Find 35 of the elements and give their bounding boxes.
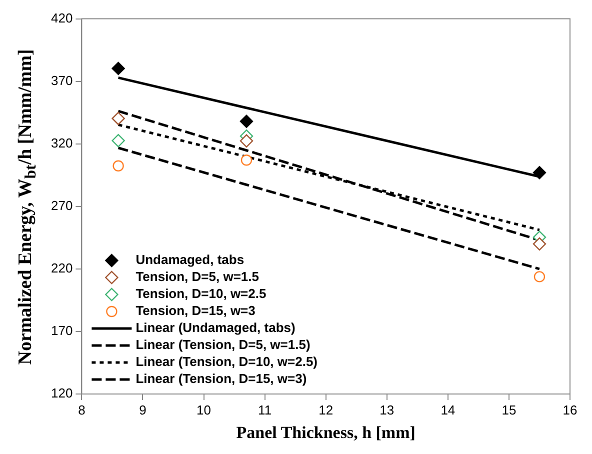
x-tick-label: 8 bbox=[78, 402, 86, 418]
point bbox=[240, 114, 254, 128]
x-tick-label: 14 bbox=[440, 402, 456, 418]
legend-label: Linear (Undamaged, tabs) bbox=[136, 320, 296, 336]
x-tick-label: 13 bbox=[380, 402, 394, 418]
x-tick-label: 9 bbox=[139, 402, 146, 418]
x-tick-label: 10 bbox=[196, 402, 211, 418]
y-tick-label: 420 bbox=[50, 10, 73, 26]
x-axis-title: Panel Thickness, h [mm] bbox=[236, 423, 416, 442]
point bbox=[240, 154, 252, 166]
point bbox=[532, 166, 546, 180]
x-tick-label: 12 bbox=[318, 402, 334, 418]
legend-label: Undamaged, tabs bbox=[136, 252, 244, 268]
y-tick-label: 320 bbox=[50, 135, 73, 150]
legend-label: Linear (Tension, D=5, w=1.5) bbox=[136, 337, 310, 352]
point bbox=[534, 271, 546, 282]
x-tick-label: 11 bbox=[258, 402, 272, 418]
y-tick-label: 120 bbox=[50, 386, 73, 401]
y-tick-label: 370 bbox=[50, 72, 73, 88]
y-tick-label: 170 bbox=[50, 323, 73, 338]
point bbox=[240, 134, 254, 148]
legend-label: Linear (Tension, D=15, w=3) bbox=[136, 371, 307, 386]
point bbox=[112, 134, 125, 148]
legend-label: Tension, D=10, w=2.5 bbox=[136, 286, 266, 302]
y-tick-label: 220 bbox=[50, 260, 73, 276]
point bbox=[112, 160, 124, 172]
point bbox=[112, 62, 125, 76]
point bbox=[532, 237, 546, 251]
x-tick-label: 16 bbox=[562, 402, 578, 418]
x-tick-label: 15 bbox=[502, 402, 516, 418]
point bbox=[112, 112, 125, 126]
legend-label: Tension, D=15, w=3 bbox=[136, 303, 256, 318]
y-tick-label: 270 bbox=[50, 198, 73, 213]
legend-label: Linear (Tension, D=10, w=2.5) bbox=[136, 354, 318, 370]
legend-label: Tension, D=5, w=1.5 bbox=[136, 269, 259, 284]
